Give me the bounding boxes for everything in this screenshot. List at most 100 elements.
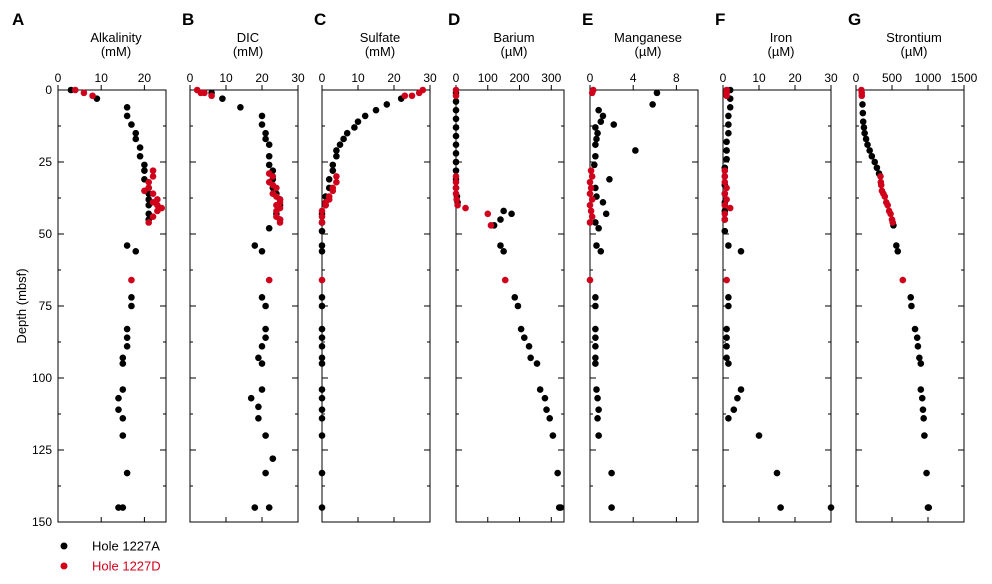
data-point (401, 92, 409, 100)
data-point (723, 343, 730, 350)
data-point (80, 89, 88, 97)
data-point (318, 504, 326, 511)
data-point (919, 406, 927, 413)
x-tick-label: 500 (882, 71, 902, 85)
data-point (71, 86, 79, 94)
x-tick-label: 10 (95, 71, 109, 85)
data-point (520, 334, 528, 341)
data-point (721, 167, 729, 174)
legend-marker (60, 562, 68, 570)
x-tick-label: 0 (187, 71, 194, 85)
data-point (318, 334, 326, 341)
data-point (592, 302, 599, 310)
data-point (258, 360, 266, 367)
data-point (649, 101, 656, 108)
data-point (588, 89, 596, 97)
data-point (594, 129, 601, 137)
data-point (726, 204, 734, 212)
x-tick-label: 10 (219, 71, 233, 85)
panel-unit: (µM) (901, 44, 928, 59)
data-point (755, 432, 763, 439)
data-point (920, 415, 927, 422)
data-point (723, 325, 730, 333)
data-point (149, 167, 157, 174)
series-hole-1227d (858, 86, 907, 284)
data-point (599, 199, 607, 206)
panel-letter: A (12, 10, 24, 29)
data-point (541, 394, 549, 402)
data-point (610, 121, 618, 128)
data-point (318, 247, 326, 255)
data-point (923, 469, 930, 477)
data-point (514, 302, 522, 310)
x-tick-label: 100 (478, 71, 498, 85)
data-point (269, 173, 277, 180)
data-point (452, 115, 460, 123)
data-point (340, 135, 347, 143)
x-tick-label: 0 (319, 71, 326, 85)
data-point (484, 210, 492, 218)
data-point (123, 334, 131, 341)
x-tick-label: 10 (351, 71, 365, 85)
data-point (500, 247, 507, 255)
data-point (723, 196, 730, 203)
data-point (777, 504, 784, 511)
data-point (258, 247, 266, 255)
panel-b: B DIC(mM) 0 10 20 30 (182, 10, 305, 523)
data-point (128, 294, 135, 301)
data-point (497, 242, 504, 249)
x-tick-label: 0 (587, 71, 594, 85)
data-point (452, 124, 460, 131)
data-point (557, 504, 565, 511)
x-tick-label: 20 (255, 71, 269, 85)
data-point (877, 181, 885, 189)
series-hole-1227a (721, 86, 835, 511)
panel-unit: (mM) (233, 44, 263, 59)
data-point (723, 92, 730, 100)
data-point (734, 394, 741, 402)
data-point (586, 219, 594, 226)
panel-unit: (µM) (635, 44, 662, 59)
data-point (914, 343, 922, 350)
data-point (527, 354, 534, 362)
data-point (866, 147, 873, 154)
data-point (325, 175, 333, 183)
data-point (462, 204, 469, 212)
data-point (873, 164, 881, 172)
data-point (725, 415, 732, 422)
x-tick-label: 0 (453, 71, 460, 85)
data-point (318, 354, 326, 362)
data-point (511, 294, 519, 301)
data-point (554, 469, 561, 477)
panel-a: A Alkalinity(mM) 0 10 20 (12, 10, 167, 523)
data-point (858, 92, 866, 100)
data-point (262, 334, 269, 341)
data-point (861, 129, 868, 137)
data-point (917, 360, 925, 367)
data-point (859, 109, 867, 117)
data-point (372, 106, 380, 114)
data-point (595, 106, 602, 114)
data-point (123, 103, 131, 111)
data-point (592, 360, 599, 367)
x-tick-label: 300 (541, 71, 561, 85)
y-tick-label: 50 (39, 227, 53, 241)
data-point (881, 193, 889, 200)
data-point (262, 469, 269, 477)
data-point (247, 394, 255, 402)
data-point (258, 386, 266, 393)
x-tick-label: 20 (788, 71, 802, 85)
data-point (543, 406, 550, 413)
y-tick-label: 100 (32, 371, 52, 385)
data-point (329, 161, 337, 169)
data-point (322, 201, 329, 209)
data-point (487, 222, 495, 229)
data-point (361, 112, 369, 120)
data-point (501, 276, 509, 284)
x-tick-label: 30 (824, 71, 838, 85)
panel-letter: F (715, 10, 725, 29)
x-tick-label: 10 (752, 71, 766, 85)
data-point (592, 141, 599, 149)
data-point (318, 415, 326, 422)
